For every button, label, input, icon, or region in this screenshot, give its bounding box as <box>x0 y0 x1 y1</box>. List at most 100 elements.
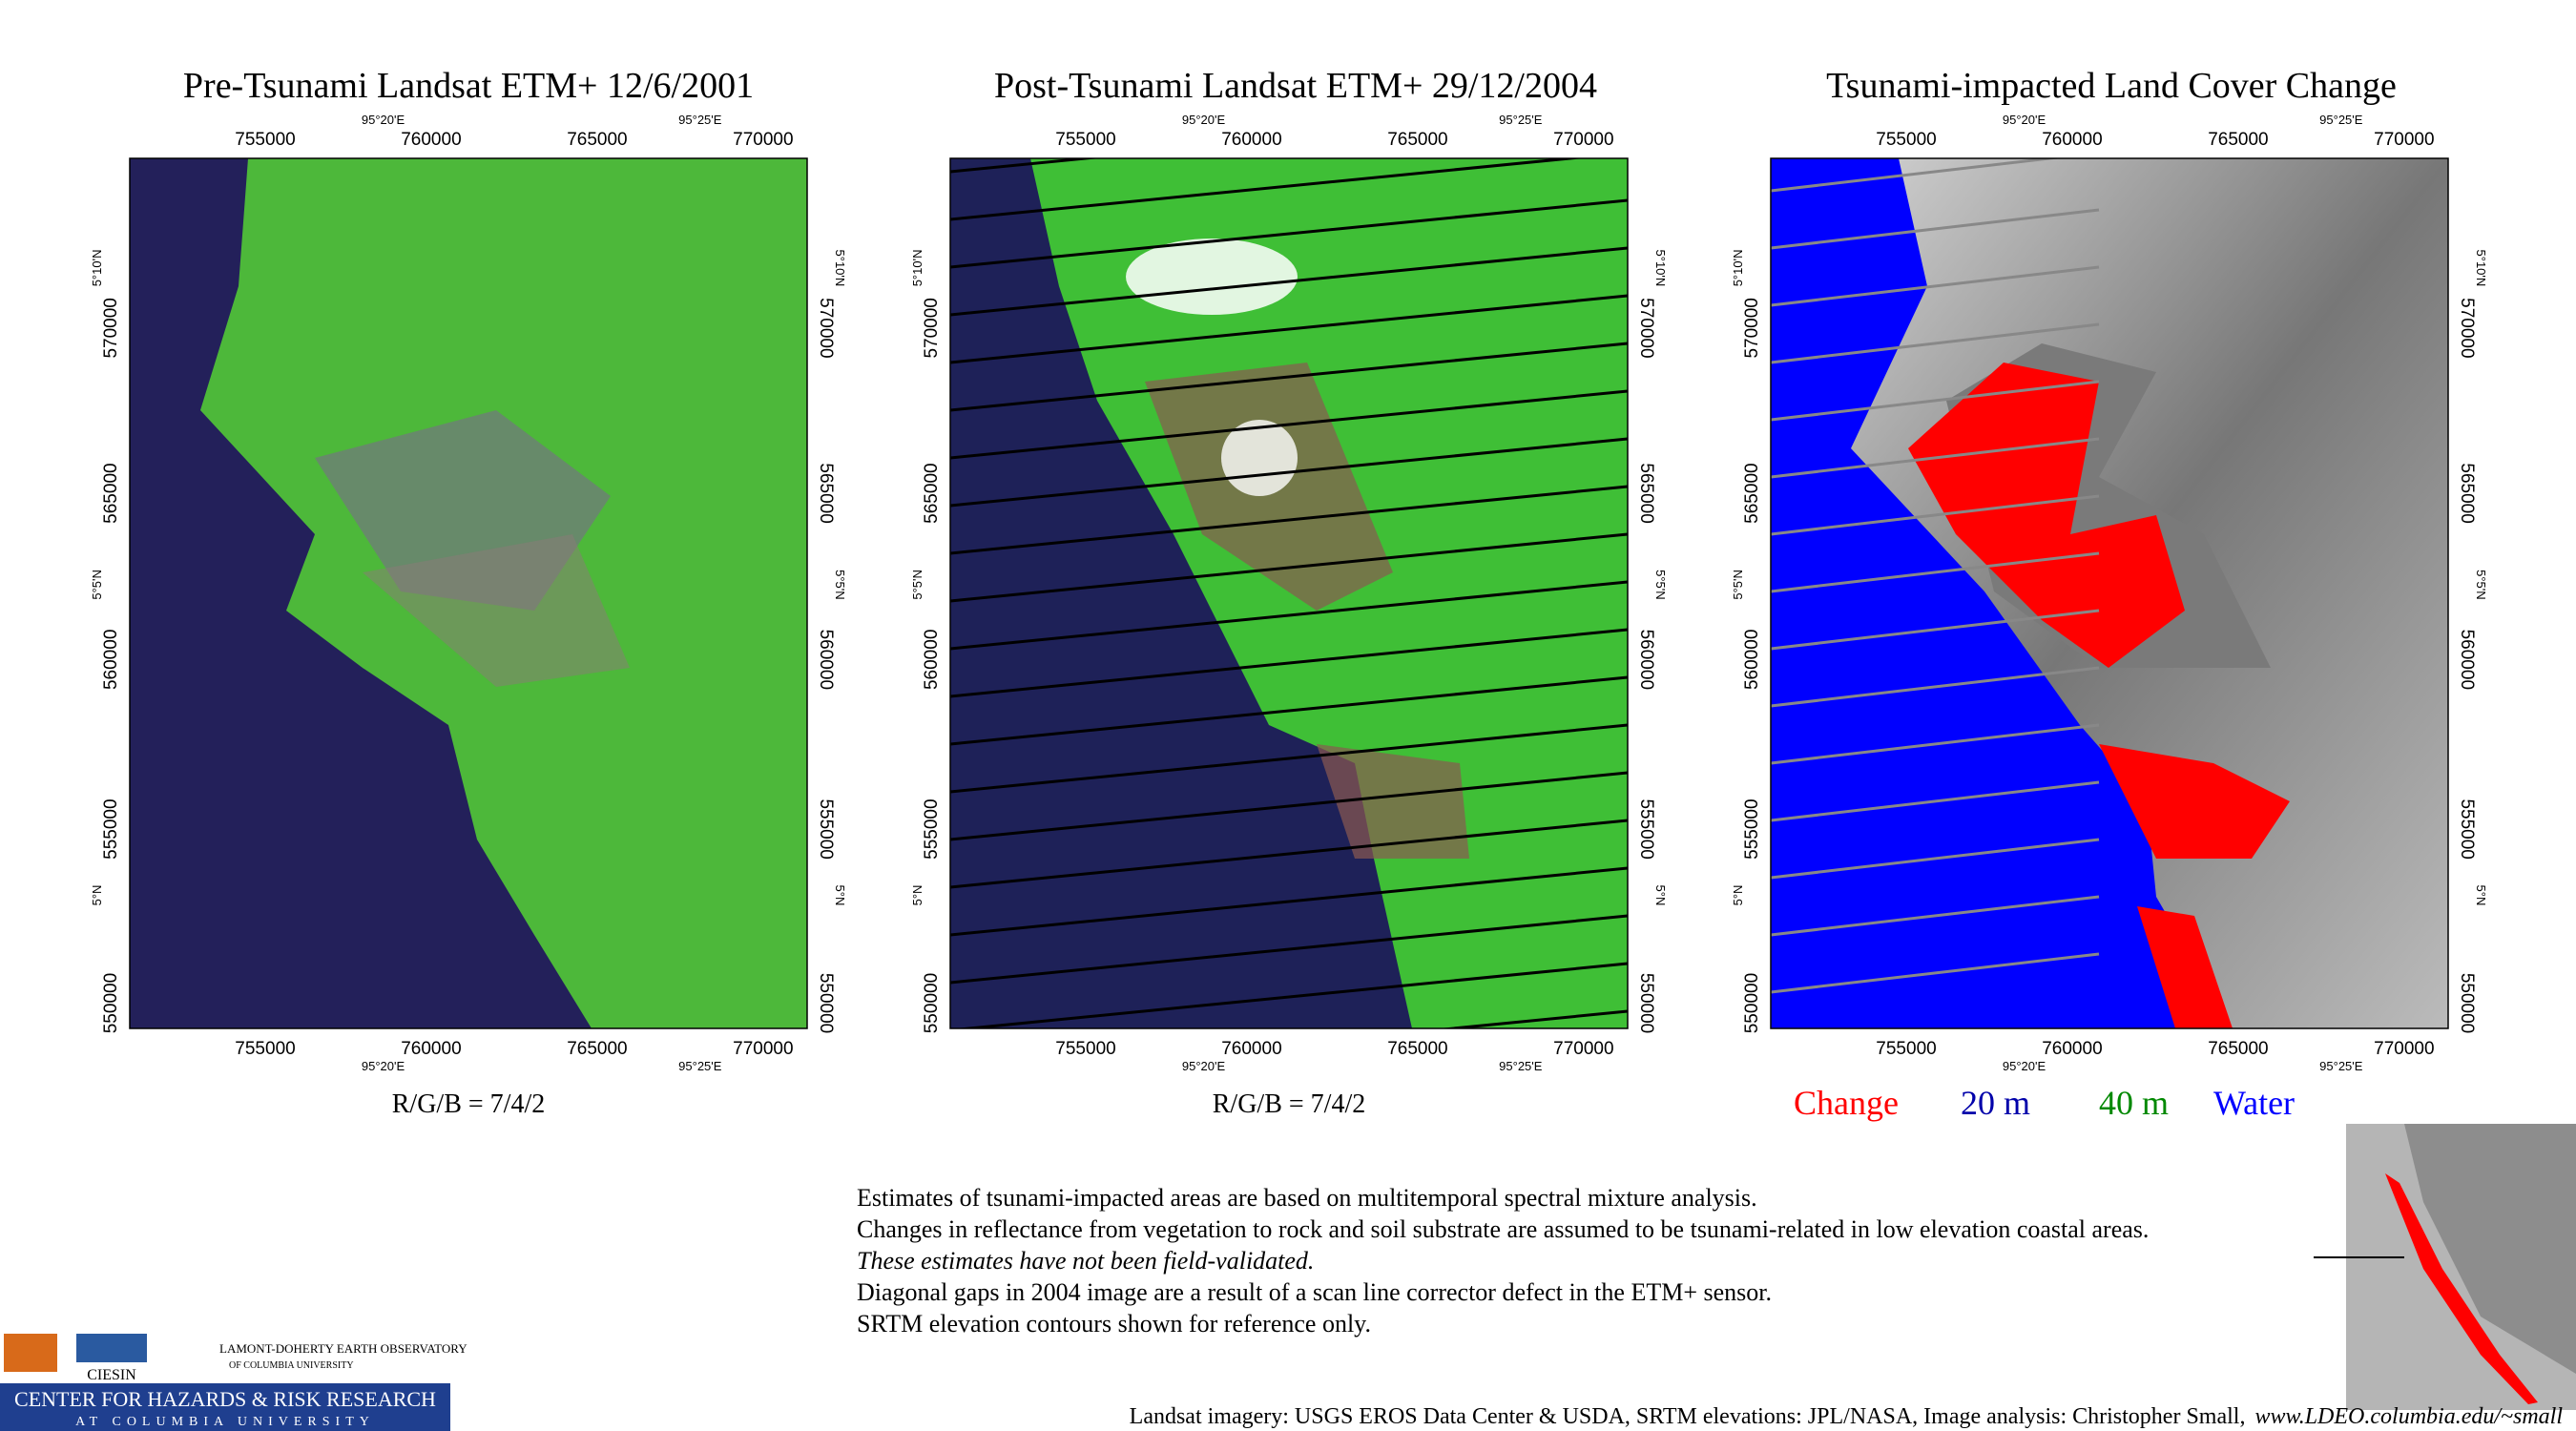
easting-label: 755000 <box>235 130 295 150</box>
northing-label: 555000 <box>1742 798 1762 859</box>
caption: R/G/B = 7/4/2 <box>1213 1089 1365 1119</box>
longitude-label: 95°20'E <box>362 1059 405 1073</box>
latitude-label: 5°N <box>1653 885 1668 906</box>
credits-url: www.LDEO.columbia.edu/~small <box>2254 1404 2563 1429</box>
longitude-label: 95°25'E <box>678 1059 722 1073</box>
northing-label: 565000 <box>101 463 121 523</box>
northing-label: 555000 <box>2457 798 2477 859</box>
inset-map <box>2314 1124 2576 1410</box>
easting-label: 770000 <box>2374 130 2434 150</box>
latitude-label: 5°5'N <box>1653 570 1668 600</box>
easting-label: 760000 <box>2042 1039 2102 1059</box>
legend-item: Water <box>2213 1084 2295 1122</box>
latitude-label: 5°N <box>1731 885 1745 906</box>
note-line: Estimates of tsunami-impacted areas are … <box>857 1184 1757 1212</box>
easting-label: 755000 <box>1876 130 1936 150</box>
easting-label: 760000 <box>2042 130 2102 150</box>
northing-label: 555000 <box>922 798 942 859</box>
latitude-label: 5°N <box>2474 885 2488 906</box>
northing-label: 565000 <box>816 463 836 523</box>
easting-label: 765000 <box>567 1039 627 1059</box>
northing-label: 560000 <box>922 630 942 690</box>
latitude-label: 5°10'N <box>1653 250 1668 287</box>
northing-label: 565000 <box>2457 463 2477 523</box>
northing-label: 570000 <box>101 298 121 358</box>
northing-label: 550000 <box>1742 973 1762 1033</box>
note-line: SRTM elevation contours shown for refere… <box>857 1310 1371 1338</box>
logos: CIESIN LAMONT-DOHERTY EARTH OBSERVATORY … <box>0 1334 467 1431</box>
latitude-label: 5°5'N <box>90 570 104 600</box>
panel-title: Post-Tsunami Landsat ETM+ 29/12/2004 <box>994 66 1597 106</box>
easting-label: 765000 <box>1387 1039 1447 1059</box>
easting-label: 770000 <box>1553 130 1613 150</box>
logo-text: AT COLUMBIA UNIVERSITY <box>75 1415 375 1429</box>
longitude-label: 95°20'E <box>362 113 405 127</box>
northing-label: 570000 <box>1636 298 1656 358</box>
easting-label: 765000 <box>2208 1039 2268 1059</box>
note-line: These estimates have not been field-vali… <box>857 1247 1314 1275</box>
longitude-label: 95°25'E <box>678 113 722 127</box>
longitude-label: 95°20'E <box>2003 113 2046 127</box>
longitude-label: 95°20'E <box>1182 1059 1226 1073</box>
legend-item: 40 m <box>2099 1084 2169 1122</box>
northing-label: 550000 <box>2457 973 2477 1033</box>
longitude-label: 95°25'E <box>2319 1059 2363 1073</box>
credits-text: Landsat imagery: USGS EROS Data Center &… <box>1130 1404 2246 1429</box>
longitude-label: 95°20'E <box>2003 1059 2046 1073</box>
latitude-label: 5°10'N <box>2474 250 2488 287</box>
easting-label: 760000 <box>401 130 461 150</box>
northing-label: 555000 <box>1636 798 1656 859</box>
northing-label: 550000 <box>922 973 942 1033</box>
longitude-label: 95°25'E <box>2319 113 2363 127</box>
latitude-label: 5°10'N <box>1731 250 1745 287</box>
easting-label: 765000 <box>567 130 627 150</box>
longitude-label: 95°20'E <box>1182 113 1226 127</box>
map-image <box>130 158 807 1028</box>
latitude-label: 5°N <box>910 885 924 906</box>
northing-label: 560000 <box>1636 630 1656 690</box>
legend-item: 20 m <box>1961 1084 2030 1122</box>
northing-label: 565000 <box>922 463 942 523</box>
longitude-label: 95°25'E <box>1499 1059 1543 1073</box>
latitude-label: 5°10'N <box>90 250 104 287</box>
northing-label: 570000 <box>922 298 942 358</box>
latitude-label: 5°10'N <box>910 250 924 287</box>
easting-label: 755000 <box>235 1039 295 1059</box>
northing-label: 565000 <box>1636 463 1656 523</box>
easting-label: 765000 <box>2208 130 2268 150</box>
northing-label: 570000 <box>1742 298 1762 358</box>
easting-label: 755000 <box>1055 130 1115 150</box>
latitude-label: 5°5'N <box>910 570 924 600</box>
note-line: Diagonal gaps in 2004 image are a result… <box>857 1278 1772 1306</box>
easting-label: 770000 <box>2374 1039 2434 1059</box>
northing-label: 570000 <box>2457 298 2477 358</box>
map-image <box>1771 158 2448 1028</box>
northing-label: 560000 <box>816 630 836 690</box>
easting-label: 770000 <box>1553 1039 1613 1059</box>
latitude-label: 5°5'N <box>833 570 847 600</box>
northing-label: 560000 <box>101 630 121 690</box>
map-image <box>950 158 1628 1028</box>
northing-label: 565000 <box>1742 463 1762 523</box>
latitude-label: 5°10'N <box>833 250 847 287</box>
map-frame <box>129 157 2449 1029</box>
northing-label: 560000 <box>1742 630 1762 690</box>
latitude-label: 5°5'N <box>2474 570 2488 600</box>
easting-label: 760000 <box>401 1039 461 1059</box>
northing-label: 550000 <box>101 973 121 1033</box>
northing-label: 570000 <box>816 298 836 358</box>
easting-label: 770000 <box>733 130 793 150</box>
easting-label: 755000 <box>1055 1039 1115 1059</box>
longitude-label: 95°25'E <box>1499 113 1543 127</box>
note-line: Changes in reflectance from vegetation t… <box>857 1215 2149 1243</box>
latitude-label: 5°5'N <box>1731 570 1745 600</box>
logo-text: CIESIN <box>87 1367 136 1383</box>
caption: R/G/B = 7/4/2 <box>392 1089 545 1119</box>
northing-label: 555000 <box>816 798 836 859</box>
logo-text: LAMONT-DOHERTY EARTH OBSERVATORY <box>219 1341 467 1356</box>
easting-label: 760000 <box>1221 1039 1281 1059</box>
panel-title: Pre-Tsunami Landsat ETM+ 12/6/2001 <box>183 66 754 106</box>
northing-label: 560000 <box>2457 630 2477 690</box>
